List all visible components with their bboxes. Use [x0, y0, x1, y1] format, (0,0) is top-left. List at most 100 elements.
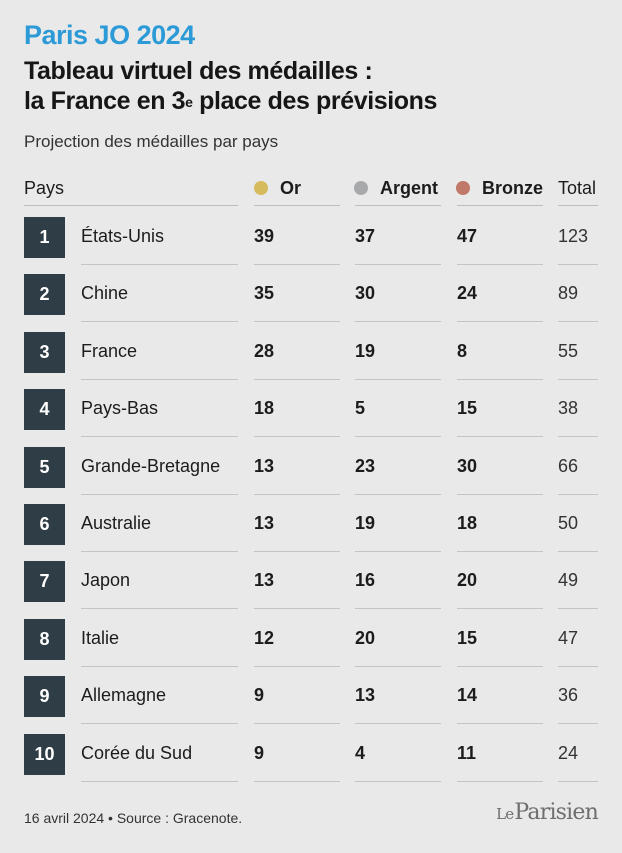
table-row: 1 États-Unis 39 37 47 123: [24, 208, 598, 265]
row-divider: [558, 550, 598, 552]
silver-count: 19: [355, 340, 376, 361]
headline-part-b: place des prévisions: [192, 87, 438, 115]
row-divider: [558, 321, 598, 323]
subtitle: Projection des médailles par pays: [24, 132, 279, 151]
bronze-count: 15: [457, 627, 478, 648]
header-or: Or: [254, 176, 301, 206]
rank-badge: 3: [24, 331, 65, 373]
source-note: 16 avril 2024 • Source : Gracenote.: [24, 810, 243, 826]
total-count: 66: [558, 455, 579, 476]
row-divider: [457, 378, 543, 380]
silver-count: 16: [355, 570, 376, 591]
header-or-label: Or: [280, 178, 302, 198]
header-divider: [254, 205, 340, 206]
header-divider: [558, 205, 598, 206]
silver-dot-icon: [354, 181, 368, 195]
country-name: Chine: [81, 283, 129, 304]
table-header: Pays Or Argent Bronze Total: [24, 176, 598, 206]
country-name: France: [81, 340, 138, 361]
header-divider: [355, 205, 441, 206]
row-divider: [81, 723, 238, 725]
bronze-count: 20: [457, 570, 478, 591]
total-count: 38: [558, 398, 579, 419]
row-divider: [254, 608, 340, 610]
gold-count: 35: [254, 283, 275, 304]
rank-badge: 5: [24, 446, 65, 488]
row-divider: [81, 550, 238, 552]
le-parisien-logo: LeParisien: [496, 800, 599, 825]
silver-count: 19: [355, 512, 376, 533]
table-row: 6 Australie 13 19 18 50: [24, 495, 598, 552]
total-count: 36: [558, 685, 579, 706]
row-divider: [81, 493, 238, 495]
row-divider: [355, 550, 441, 552]
row-divider: [558, 436, 598, 438]
header-argent: Argent: [354, 176, 438, 206]
row-divider: [457, 436, 543, 438]
header-bronze: Bronze: [456, 176, 543, 206]
silver-count: 30: [355, 283, 376, 304]
bronze-dot-icon: [456, 181, 470, 195]
header-total: Total: [558, 178, 597, 198]
row-divider: [457, 264, 543, 265]
rank-badge: 4: [24, 389, 65, 431]
row-divider: [457, 723, 543, 725]
rank-badge: 8: [24, 618, 65, 660]
total-count: 123: [558, 226, 589, 246]
rank-badge: 10: [24, 733, 65, 775]
bronze-count: 14: [457, 685, 478, 706]
row-divider: [457, 780, 543, 782]
silver-count: 20: [355, 627, 376, 648]
table-row: 2 Chine 35 30 24 89: [24, 265, 598, 323]
row-divider: [355, 665, 441, 667]
gold-count: 13: [254, 570, 275, 591]
row-divider: [558, 608, 598, 610]
row-divider: [355, 608, 441, 610]
gold-count: 39: [254, 226, 275, 246]
row-divider: [81, 264, 238, 265]
row-divider: [81, 780, 238, 782]
row-divider: [457, 321, 543, 323]
country-name: Japon: [81, 570, 131, 591]
row-divider: [355, 780, 441, 782]
row-divider: [355, 723, 441, 725]
row-divider: [254, 723, 340, 725]
total-count: 50: [558, 512, 579, 533]
row-divider: [558, 665, 598, 667]
rank-badge: 2: [24, 274, 65, 316]
silver-count: 4: [355, 742, 366, 763]
row-divider: [558, 780, 598, 782]
country-name: Australie: [81, 512, 152, 533]
header-divider: [457, 205, 543, 206]
country-name: Corée du Sud: [81, 742, 193, 763]
table-row: 5 Grande-Bretagne 13 23 30 66: [24, 438, 598, 495]
row-divider: [558, 264, 598, 265]
country-name: Italie: [81, 627, 120, 648]
row-divider: [254, 665, 340, 667]
row-divider: [254, 378, 340, 380]
bronze-count: 30: [457, 455, 478, 476]
headline-part-a: la France en 3: [24, 87, 186, 115]
row-divider: [355, 378, 441, 380]
kicker-title: Paris JO 2024: [24, 20, 195, 50]
row-divider: [81, 321, 238, 323]
header-divider: [24, 205, 238, 206]
headline-superscript: e: [185, 94, 193, 110]
rank-badge: 9: [24, 676, 65, 718]
row-divider: [254, 264, 340, 265]
row-divider: [81, 378, 238, 380]
headline-line-2: la France en 3e place des prévisions: [24, 86, 437, 116]
table-row: 10 Corée du Sud 9 4 11 24: [24, 725, 598, 782]
gold-count: 13: [254, 512, 275, 533]
row-divider: [254, 436, 340, 438]
row-divider: [457, 665, 543, 667]
country-name: Pays-Bas: [81, 398, 159, 419]
table-row: 3 France 28 19 8 55: [24, 323, 598, 380]
total-count: 89: [558, 283, 579, 304]
row-divider: [558, 493, 598, 495]
header-bronze-label: Bronze: [482, 178, 544, 198]
silver-count: 13: [355, 685, 376, 706]
silver-count: 23: [355, 455, 376, 476]
row-divider: [254, 321, 340, 323]
bronze-count: 8: [457, 340, 468, 361]
